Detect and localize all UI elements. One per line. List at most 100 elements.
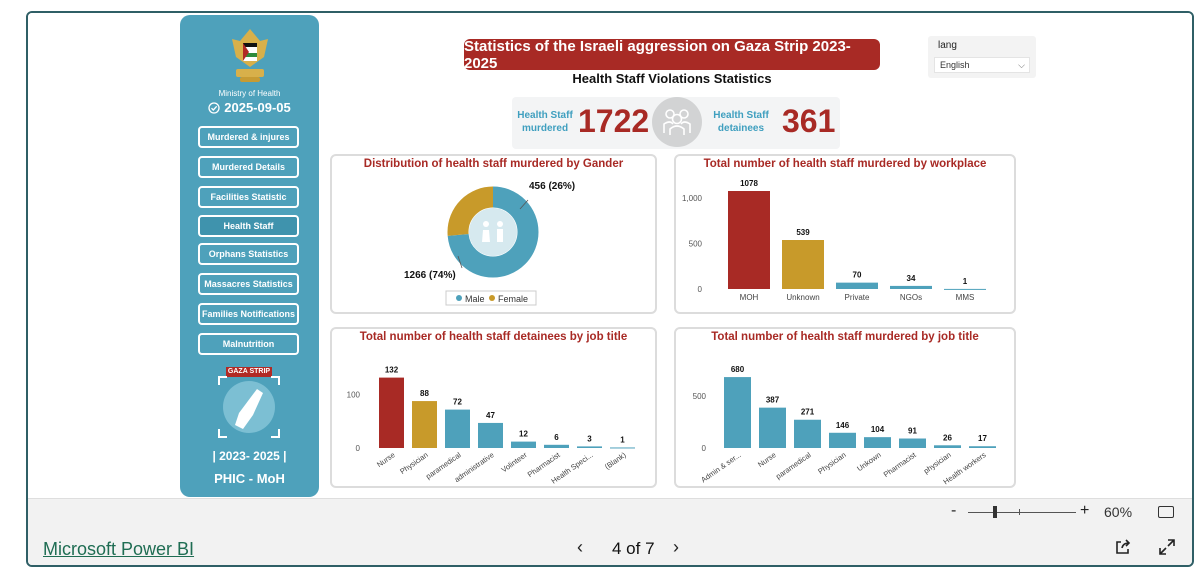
years-label: | 2023- 2025 | — [212, 449, 287, 463]
kpi-detainees-value: 361 — [782, 103, 836, 139]
report-canvas: Ministry of Health 2025-09-05 Murdered &… — [28, 13, 1192, 498]
x-tick-label-3: NGOs — [900, 293, 922, 302]
gender-chart-title: Distribution of health staff murdered by… — [363, 158, 624, 170]
health-staff-icon — [652, 97, 702, 147]
x-tick-label-4: Unkown — [855, 450, 882, 473]
male-figure-body — [497, 229, 503, 242]
zoom-out-button[interactable]: - — [951, 502, 957, 519]
bar-1 — [412, 401, 437, 448]
power-bi-link[interactable]: Microsoft Power BI — [43, 539, 195, 559]
report-frame: Ministry of Health 2025-09-05 Murdered &… — [26, 11, 1194, 567]
nav-murdered-injures[interactable]: Murdered & injures — [198, 126, 299, 148]
report-date: 2025-09-05 — [224, 100, 291, 115]
y-tick-label-1: 100 — [347, 391, 361, 400]
fullscreen-icon[interactable] — [1158, 538, 1176, 556]
data-label-2: 271 — [801, 408, 815, 417]
page-subtitle: Health Staff Violations Statistics — [572, 71, 772, 86]
donut-center — [469, 208, 517, 256]
data-label-1: 387 — [766, 396, 780, 405]
zoom-slider-thumb[interactable] — [993, 506, 997, 518]
data-label-0: 680 — [731, 365, 745, 374]
page-title: Statistics of the Israeli aggression on … — [464, 38, 880, 72]
kpi-murdered-label: Health Staff murdered — [517, 110, 573, 134]
data-label-0: 132 — [385, 366, 399, 375]
bar-1 — [782, 240, 824, 289]
x-tick-label-4: MMS — [956, 293, 975, 302]
org-label: PHIC - MoH — [214, 471, 285, 486]
workplace-bar-chart: 0 500 1,000 1078 MOH 539 Unknown 70 Private 34 NGO… — [682, 179, 986, 302]
language-slicer: lang English ⌵ — [928, 36, 1036, 78]
share-icon[interactable] — [1114, 538, 1132, 556]
detainees-bar-chart: 0100132Nurse88Physician72paramedical47ad… — [347, 366, 635, 486]
donut-slice-female — [447, 186, 539, 278]
zoom-level: 60% — [1104, 504, 1133, 520]
y-tick-label-0: 0 — [356, 444, 361, 453]
bar-2 — [836, 282, 878, 289]
emblem-logo — [232, 29, 268, 82]
ministry-label: Ministry of Health — [218, 89, 281, 98]
x-tick-label-0: MOH — [740, 293, 759, 302]
data-label-6: 3 — [587, 434, 592, 443]
sidebar: Ministry of Health 2025-09-05 Murdered &… — [180, 15, 319, 497]
data-label-0: 1078 — [740, 179, 758, 188]
data-label-3: 146 — [836, 421, 850, 430]
nav-murdered-details[interactable]: Murdered Details — [198, 156, 299, 178]
nav-facilities-statistic[interactable]: Facilities Statistic — [198, 186, 299, 208]
kpi-murdered-value: 1722 — [578, 103, 650, 139]
x-tick-label-0: Admin & ser... — [699, 450, 742, 484]
next-page-button[interactable]: › — [673, 537, 679, 557]
nav-health-staff[interactable]: Health Staff — [198, 215, 299, 237]
bar-4 — [944, 288, 986, 290]
y-tick-label-0: 0 — [698, 285, 703, 294]
data-label-3: 47 — [486, 411, 495, 420]
language-dropdown[interactable]: English ⌵ — [934, 57, 1030, 73]
bar-6 — [577, 446, 602, 448]
data-label-4: 104 — [871, 425, 885, 434]
bar-2 — [794, 419, 821, 448]
zoom-in-button[interactable]: + — [1080, 502, 1090, 519]
leader-line-female — [519, 199, 529, 210]
bar-0 — [728, 191, 770, 289]
x-tick-label-3: Physician — [816, 450, 847, 476]
bar-4 — [864, 437, 891, 448]
language-value: English — [940, 60, 970, 70]
chevron-down-icon: ⌵ — [1018, 60, 1025, 70]
data-label-6: 26 — [943, 433, 952, 442]
bar-1 — [759, 407, 786, 448]
x-tick-label-2: paramedical — [774, 450, 813, 481]
zoom-slider-tick — [1019, 509, 1020, 515]
viewer-footer: - + 60% Microsoft Power BI ‹ 4 of 7 › — [28, 498, 1192, 565]
x-tick-label-5: Pharmacist — [882, 450, 919, 479]
murdered-job-bar-chart: 0 500 680 Admin & ser... 387 Nurse 271 paramedi… — [693, 365, 996, 486]
legend-label-male: Male — [465, 294, 485, 304]
x-tick-label-1: Unknown — [786, 293, 819, 302]
nav-massacres-statistics[interactable]: Massacres Statistics — [198, 273, 299, 295]
nav-families-notifications[interactable]: Families Notifications — [198, 303, 299, 325]
gaza-map-icon — [218, 376, 280, 438]
bar-5 — [899, 438, 926, 448]
previous-page-button[interactable]: ‹ — [577, 537, 583, 557]
bar-0 — [724, 377, 751, 448]
male-figure-head — [497, 221, 503, 227]
bar-3 — [478, 422, 503, 448]
workplace-chart-card: Total number of health staff murdered by… — [674, 154, 1016, 314]
y-tick-label-2: 1,000 — [682, 194, 703, 203]
x-tick-label-7: (Blank) — [603, 450, 628, 471]
murdered-job-chart-title: Total number of health staff murdered by… — [711, 331, 979, 343]
data-label-1: 88 — [420, 389, 429, 398]
zoom-slider-track[interactable] — [968, 512, 1076, 513]
nav-orphans-statistics[interactable]: Orphans Statistics — [198, 243, 299, 265]
x-tick-label-6: physician — [922, 450, 953, 475]
legend-marker-female — [489, 295, 495, 301]
y-tick-label-1: 500 — [689, 240, 703, 249]
legend-marker-male — [456, 295, 462, 301]
bar-5 — [544, 444, 569, 448]
workplace-chart-title: Total number of health staff murdered by… — [703, 158, 987, 170]
gender-donut-chart: 456 (26%) 1266 (74%) Male Female — [404, 181, 575, 306]
date-row: 2025-09-05 — [180, 100, 319, 115]
fit-to-page-icon[interactable] — [1158, 506, 1174, 518]
y-tick-label-1: 500 — [693, 392, 707, 401]
data-label-5: 91 — [908, 427, 917, 436]
nav-malnutrition[interactable]: Malnutrition — [198, 333, 299, 355]
bar-3 — [890, 285, 932, 289]
